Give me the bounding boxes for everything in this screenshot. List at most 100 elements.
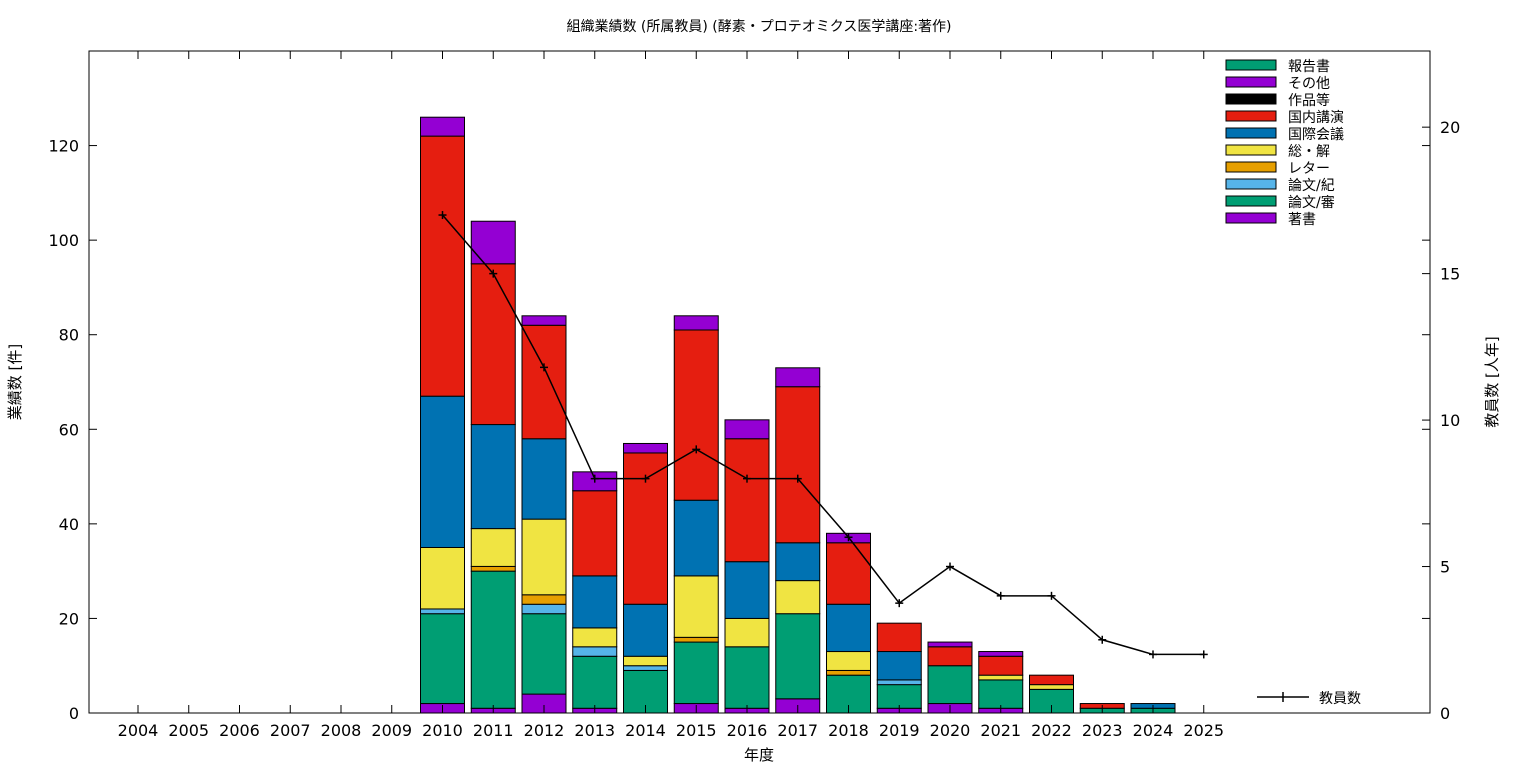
legend-item-8: 論文/審 [1225, 195, 1335, 211]
line-layer [438, 211, 1208, 659]
bar-2015-series-6 [673, 329, 719, 501]
legend-swatch-2 [1225, 93, 1277, 105]
bar-2021-series-8 [978, 651, 1024, 657]
y-axis-left: 0 20 40 60 80 100 120 [48, 137, 1430, 723]
bar-2016-series-8 [724, 419, 770, 440]
y2-tick-label-10: 10 [1440, 411, 1460, 430]
bar-2011-series-8 [470, 220, 516, 265]
x-axis-label: 年度 [744, 746, 774, 764]
y-tick-label-80: 80 [59, 326, 79, 345]
bar-2010-series-1 [420, 613, 465, 705]
bar-2010-series-2 [420, 608, 465, 615]
bar-2021-series-4 [978, 674, 1024, 681]
y-axis-label: 業績数 [件] [6, 344, 24, 420]
bar-2015-series-1 [673, 641, 719, 705]
y2-tick-label-5: 5 [1440, 558, 1450, 577]
legend-label-0: 報告書 [1288, 59, 1330, 75]
legend-label-7: 論文/紀 [1288, 178, 1335, 194]
bar-2014-series-4 [623, 655, 668, 667]
bar-2012-series-3 [521, 594, 567, 605]
legend-label-3: 国内講演 [1288, 110, 1344, 126]
bar-2020-series-1 [927, 665, 973, 705]
legend-swatch-0 [1225, 59, 1277, 71]
bar-2010-series-6 [420, 135, 465, 397]
legend-swatch-8 [1225, 195, 1277, 207]
legend-swatch-3 [1225, 110, 1277, 122]
line-legend: 教員数 [1257, 691, 1361, 707]
x-tick-label-2004: 2004 [118, 721, 159, 740]
x-tick-label-2016: 2016 [727, 721, 768, 740]
legend-item-4: 国際会議 [1225, 126, 1344, 143]
bar-2012-series-5 [521, 438, 567, 520]
y2-tick-label-15: 15 [1440, 265, 1460, 284]
bar-2017-series-4 [775, 580, 821, 615]
bar-2013-series-4 [572, 627, 618, 648]
x-tick-label-2005: 2005 [168, 721, 209, 740]
bar-2011-series-5 [470, 424, 516, 530]
bar-2017-series-6 [775, 386, 821, 544]
legend-label-5: 総・解 [1288, 144, 1330, 160]
bar-2021-series-1 [978, 679, 1024, 709]
bar-2019-series-5 [876, 651, 922, 681]
legend-swatch-1 [1225, 76, 1277, 88]
x-tick-label-2008: 2008 [321, 721, 362, 740]
legend-item-3: 国内講演 [1225, 110, 1344, 126]
y-tick-label-40: 40 [59, 515, 79, 534]
legend-item-1: その他 [1225, 76, 1330, 92]
bar-2017-series-8 [775, 367, 821, 388]
x-tick-label-2019: 2019 [879, 721, 920, 740]
legend-item-9: 著書 [1225, 212, 1316, 228]
legend-label-1: その他 [1288, 76, 1330, 92]
legend-item-6: レター [1225, 161, 1330, 177]
x-tick-label-2020: 2020 [930, 721, 971, 740]
bar-2017-series-1 [775, 613, 821, 700]
x-tick-label-2009: 2009 [371, 721, 412, 740]
bar-2010-series-8 [420, 116, 465, 137]
y-tick-label-60: 60 [59, 420, 79, 439]
bar-2015-series-3 [673, 636, 719, 643]
bar-2012-series-2 [521, 603, 567, 615]
bar-2016-series-4 [724, 617, 770, 648]
teacher-count-point-2021 [996, 591, 1005, 600]
teacher-count-point-2024 [1149, 650, 1157, 659]
bar-2017-series-5 [775, 542, 821, 582]
bar-2016-series-5 [724, 561, 770, 619]
y2-tick-label-0: 0 [1440, 704, 1450, 723]
plot-area-frame [88, 50, 1431, 714]
teacher-count-point-2022 [1047, 591, 1056, 600]
chart-title: 組織業績数 (所属教員) (酵素・プロテオミクス医学講座:著作) [566, 19, 951, 35]
y-tick-label-100: 100 [48, 231, 79, 250]
legend-label-8: 論文/審 [1288, 195, 1335, 211]
bars-layer [420, 116, 1176, 714]
x-tick-label-2012: 2012 [524, 721, 565, 740]
bar-2012-series-6 [521, 324, 567, 440]
x-axis: 2004 2005 2006 2007 2008 2009 2010 2011 2012 2013… [118, 51, 1224, 740]
x-tick-label-2006: 2006 [219, 721, 260, 740]
legend-item-2: 作品等 [1225, 92, 1330, 109]
legend-label-2: 作品等 [1288, 92, 1330, 109]
x-tick-label-2014: 2014 [625, 721, 666, 740]
bar-2012-series-1 [521, 613, 567, 695]
bar-2010-series-5 [420, 395, 465, 548]
bar-2012-series-4 [521, 518, 567, 596]
bar-2018-series-3 [826, 669, 871, 676]
x-tick-label-2013: 2013 [574, 721, 615, 740]
teacher-count-point-2011 [489, 269, 498, 278]
x-tick-label-2007: 2007 [270, 721, 311, 740]
teacher-count-point-2020 [946, 562, 954, 571]
bar-2013-series-1 [572, 655, 618, 709]
x-tick-label-2017: 2017 [777, 721, 818, 740]
y2-axis-label: 教員数 [人年] [1483, 336, 1501, 427]
legend-label-4: 国際会議 [1288, 126, 1344, 143]
x-tick-label-2023: 2023 [1082, 721, 1123, 740]
bar-2022-series-4 [1029, 684, 1074, 690]
bar-2010-series-4 [420, 547, 465, 610]
teacher-count-point-2013 [590, 474, 599, 483]
teacher-count-point-2012 [540, 363, 548, 372]
legend-swatch-5 [1225, 144, 1277, 156]
x-tick-label-2021: 2021 [980, 721, 1021, 740]
bar-2011-series-6 [470, 263, 516, 426]
legend-item-0: 報告書 [1225, 59, 1330, 75]
bar-2015-series-5 [673, 499, 719, 577]
